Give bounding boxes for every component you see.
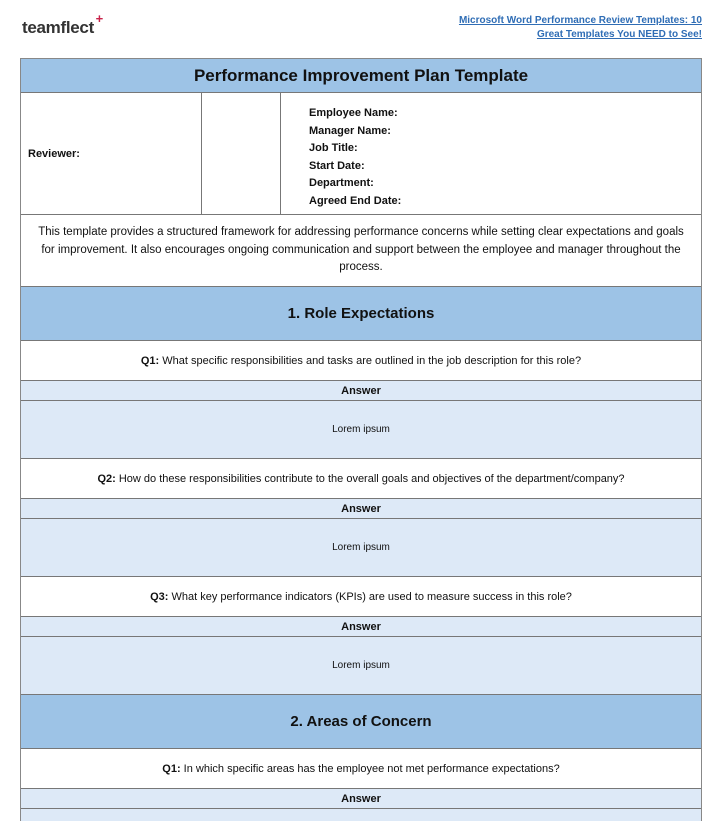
field-label: Manager Name: (309, 124, 391, 137)
question-number: Q1: (162, 762, 181, 775)
document-title: Performance Improvement Plan Template (21, 59, 701, 93)
question-row: Q1: What specific responsibilities and t… (21, 341, 701, 381)
field-label: Employee Name: (309, 107, 398, 119)
employee-fields: Employee Name: Manager Name: Job Title: Sta… (281, 93, 701, 214)
question-number: Q2: (97, 472, 116, 485)
answer-header: Answer (21, 617, 701, 637)
question-text: What key performance indicators (KPIs) a… (171, 590, 572, 603)
reviewer-label: Reviewer: (21, 93, 202, 214)
answer-cell[interactable] (21, 809, 701, 821)
field-label: Agreed End Date: (309, 194, 402, 207)
info-row: Reviewer: Employee Name: Manager Name: Job… (21, 93, 701, 215)
question-row: Q2: How do these responsibilities contri… (21, 459, 701, 499)
field-label: Start Date: (309, 159, 365, 172)
question-row: Q1: In which specific areas has the empl… (21, 749, 701, 789)
pip-document: Performance Improvement Plan Template Re… (20, 58, 702, 821)
question-number: Q1: (140, 354, 160, 367)
question-text: What specific responsibilities and tasks… (162, 354, 582, 367)
link-line-2[interactable]: Great Templates You NEED to See! (536, 29, 702, 40)
answer-cell[interactable]: Lorem ipsum (21, 519, 701, 577)
question-number: Q3: (150, 590, 169, 603)
logo-text: teamflect (22, 18, 94, 37)
link-line-1[interactable]: Microsoft Word Performance Review Templa… (458, 15, 702, 26)
field-label: Job Title: (309, 142, 358, 154)
logo-plus-icon: + (95, 11, 104, 26)
answer-header: Answer (21, 381, 701, 401)
answer-header: Answer (21, 499, 701, 519)
teamflect-logo: teamflect + (22, 11, 103, 38)
section-header: 2. Areas of Concern (21, 695, 701, 749)
templates-article-link[interactable]: Microsoft Word Performance Review Templa… (459, 14, 702, 42)
question-text: In which specific areas has the employee… (183, 762, 560, 775)
answer-cell[interactable]: Lorem ipsum (21, 401, 701, 459)
answer-header: Answer (21, 789, 701, 809)
answer-cell[interactable]: Lorem ipsum (21, 637, 701, 695)
template-description: This template provides a structured fram… (21, 215, 701, 287)
field-label: Department: (309, 177, 374, 189)
reviewer-value-cell[interactable] (202, 93, 281, 214)
question-row: Q3: What key performance indicators (KPI… (21, 577, 701, 617)
question-text: How do these responsibilities contribute… (118, 472, 625, 485)
section-header: 1. Role Expectations (21, 287, 701, 341)
